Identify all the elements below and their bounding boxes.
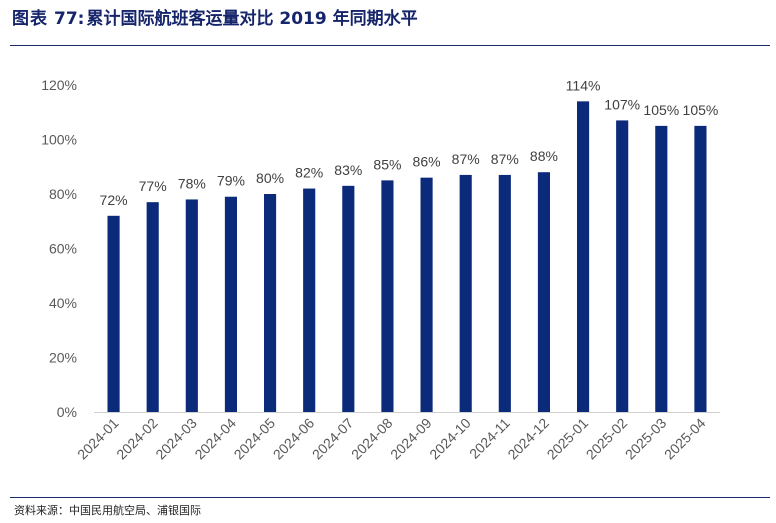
bar-value-label: 72%	[100, 192, 128, 208]
bar	[498, 174, 511, 412]
x-tick-label: 2024-11	[466, 415, 513, 462]
bar-value-label: 79%	[217, 173, 245, 189]
bar	[224, 196, 238, 412]
x-tick-label: 2025-02	[583, 415, 631, 463]
bar-value-label: 114%	[566, 77, 601, 93]
bar	[655, 125, 668, 412]
x-axis: 2024-012024-022024-032024-042024-052024-…	[74, 412, 720, 463]
x-tick-label: 2024-06	[270, 415, 318, 463]
bars: 72% 77% 78% 79% 80% 82% 83% 85% 86% 87% 87% 88% 114%…	[100, 77, 719, 413]
y-tick-label: 80%	[49, 186, 77, 202]
source-note: 资料来源：中国民用航空局、浦银国际	[14, 504, 201, 517]
bar-value-label: 83%	[334, 162, 362, 178]
bar-value-label: 77%	[139, 178, 167, 194]
x-tick-label: 2024-05	[231, 415, 279, 463]
bar-value-label: 105%	[683, 102, 719, 118]
x-tick-label: 2024-04	[191, 415, 239, 463]
figure-number: 77:	[54, 9, 85, 29]
bar-value-label: 87%	[491, 151, 519, 167]
y-tick-label: 20%	[49, 350, 77, 366]
x-tick-label: 2024-01	[74, 415, 122, 463]
bar	[576, 101, 590, 412]
bar	[107, 215, 120, 412]
y-tick-label: 40%	[49, 295, 77, 311]
bar	[537, 172, 551, 412]
bar-value-label: 107%	[604, 96, 640, 112]
bar	[185, 199, 198, 412]
y-tick-label: 120%	[41, 77, 77, 93]
x-tick-label: 2024-12	[504, 415, 552, 463]
figure-title: 图表 77: 累计国际航班客运量对比 2019 年同期水平	[12, 6, 418, 32]
source-divider	[10, 497, 770, 498]
figure-prefix: 图表	[12, 9, 48, 29]
figure-title-text: 累计国际航班客运量对比 2019 年同期水平	[86, 9, 418, 29]
bar	[459, 174, 472, 412]
bar-value-label: 78%	[178, 175, 206, 191]
bar-value-label: 80%	[256, 170, 284, 186]
bar	[381, 180, 394, 412]
bar-value-label: 86%	[413, 154, 441, 170]
bar-value-label: 105%	[643, 102, 679, 118]
x-tick-label: 2025-01	[544, 415, 592, 463]
bar	[303, 188, 316, 412]
x-tick-label: 2025-04	[661, 415, 709, 463]
bar-value-label: 85%	[373, 156, 401, 172]
x-tick-label: 2025-03	[622, 415, 670, 463]
bar-value-label: 82%	[295, 165, 323, 181]
bar	[342, 185, 355, 412]
y-tick-label: 60%	[49, 241, 77, 257]
bar	[420, 177, 433, 412]
bar	[263, 194, 277, 412]
x-tick-label: 2024-10	[426, 415, 474, 463]
x-tick-label: 2024-03	[152, 415, 200, 463]
bar	[146, 202, 159, 412]
bar-chart: 0% 20% 40% 60% 80% 100% 120% 72% 77% 78% 79% 80% 82…	[41, 77, 720, 463]
x-tick-label: 2024-02	[113, 415, 161, 463]
x-tick-label: 2024-07	[309, 415, 357, 463]
x-tick-label: 2024-08	[348, 415, 396, 463]
bar	[616, 120, 629, 413]
y-axis: 0% 20% 40% 60% 80% 100% 120%	[41, 77, 77, 420]
bar-value-label: 87%	[452, 151, 480, 167]
bar-value-label: 88%	[530, 148, 558, 164]
y-tick-label: 100%	[41, 132, 77, 148]
title-divider	[10, 45, 770, 46]
y-tick-label: 0%	[57, 404, 77, 420]
bar	[694, 125, 707, 412]
x-tick-label: 2024-09	[387, 415, 435, 463]
